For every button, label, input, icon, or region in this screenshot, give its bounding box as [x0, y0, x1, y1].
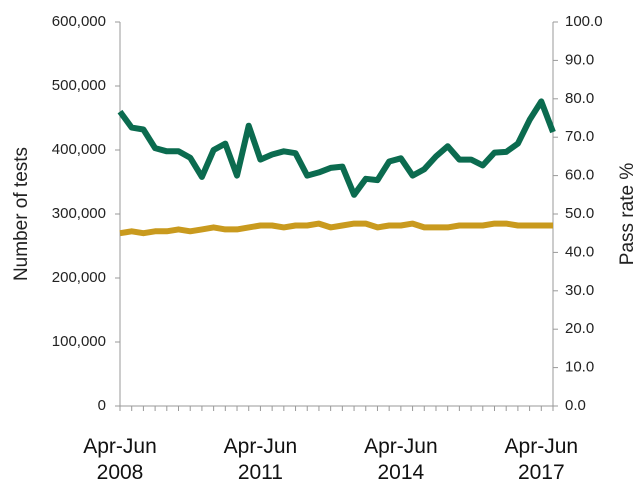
y2-tick-label: 90.0: [565, 51, 594, 68]
x-tick-label: Apr-Jun 2014: [364, 435, 438, 484]
data-line: [119, 220, 553, 237]
y-tick-label: 500,000: [52, 77, 106, 94]
x-tick-label: Apr-Jun 2017: [504, 435, 579, 484]
y-tick-label: 300,000: [52, 205, 106, 222]
y-tick-label: 100,000: [52, 333, 106, 350]
y2-tick-label: 50.0: [565, 205, 594, 222]
y2-axis-title: Pass rate %: [617, 163, 638, 266]
y2-tick-label: 30.0: [565, 282, 594, 299]
y2-tick-label: 20.0: [565, 320, 594, 337]
y2-tick-label: 0.0: [565, 397, 586, 414]
y-tick-label: 0: [98, 397, 106, 414]
y2-tick-label: 80.0: [565, 90, 594, 107]
x-tick-label: Apr-Jun 2008: [83, 435, 157, 484]
x-tick-label: Apr-Jun 2011: [223, 435, 298, 484]
y2-tick-label: 70.0: [565, 128, 594, 145]
y-tick-label: 200,000: [52, 269, 106, 286]
y-tick-label: 400,000: [52, 141, 106, 158]
y-axis-title: Number of tests: [11, 147, 32, 281]
data-line: [117, 98, 556, 198]
y2-tick-label: 40.0: [565, 243, 594, 260]
y2-tick-label: 60.0: [565, 167, 594, 184]
y2-tick-label: 100.0: [565, 13, 603, 30]
y2-tick-label: 10.0: [565, 359, 594, 376]
y-tick-label: 600,000: [52, 13, 106, 30]
